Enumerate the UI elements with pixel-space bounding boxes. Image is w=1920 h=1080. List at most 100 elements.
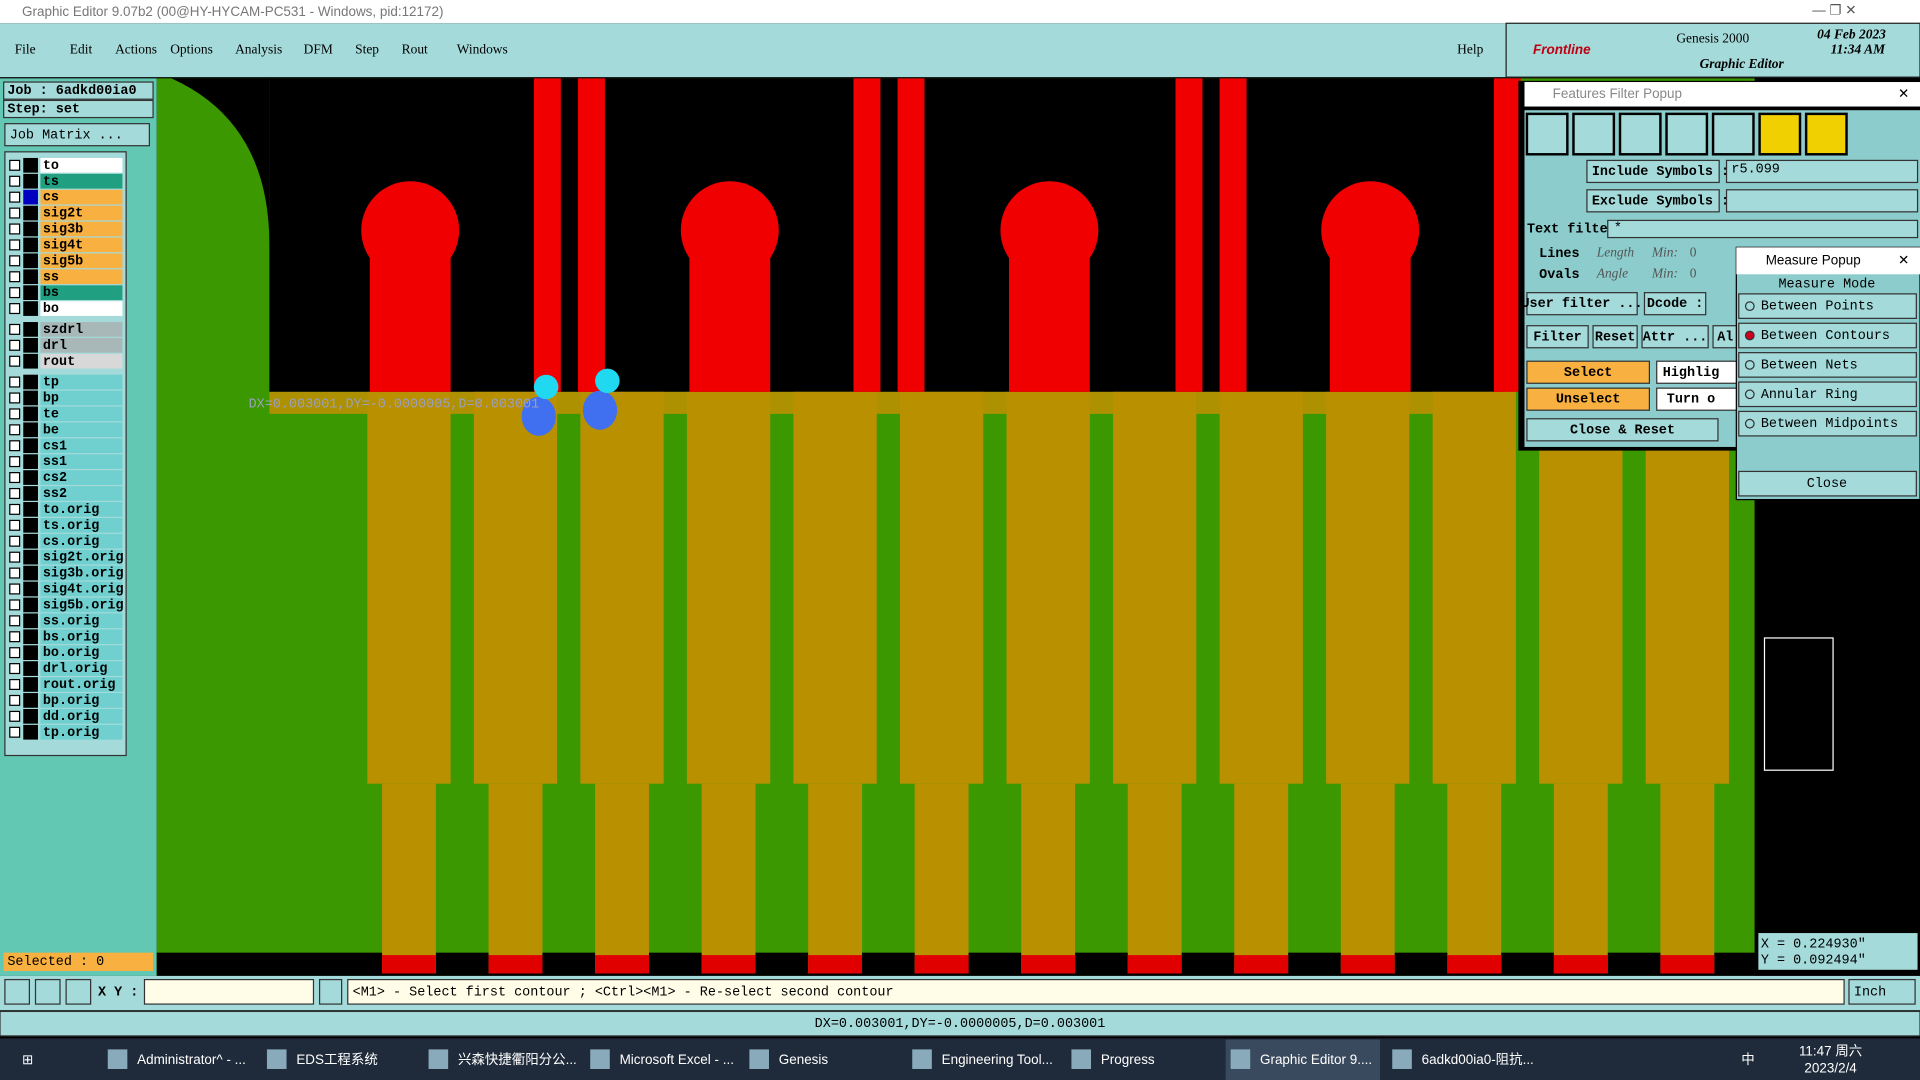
layer-row[interactable] (40, 661, 123, 676)
measure-option[interactable] (1738, 381, 1917, 408)
layer-checkbox[interactable] (9, 519, 21, 531)
layer-row[interactable] (40, 301, 123, 316)
layer-row[interactable] (40, 581, 123, 597)
layer-checkbox[interactable] (9, 678, 21, 690)
layer-checkbox[interactable] (9, 191, 21, 203)
layer-row[interactable] (40, 502, 123, 517)
layer-row[interactable] (40, 533, 123, 549)
app-icon[interactable] (428, 1049, 449, 1069)
tool-button[interactable] (4, 978, 30, 1005)
text-filter-input[interactable] (1607, 219, 1919, 239)
exclude-button[interactable] (1586, 189, 1720, 213)
layer-checkbox[interactable] (9, 271, 21, 283)
taskbar-app[interactable]: Administrator^ - ... (137, 1052, 246, 1067)
layer-row[interactable] (40, 693, 123, 708)
layer-row[interactable] (40, 629, 123, 645)
measure-radio[interactable] (1744, 389, 1755, 400)
layer-checkbox[interactable] (9, 631, 21, 643)
layer-checkbox[interactable] (9, 551, 21, 563)
layer-row[interactable] (40, 353, 123, 369)
layer-checkbox[interactable] (9, 323, 21, 335)
layer-row[interactable] (40, 269, 123, 285)
taskbar-app[interactable]: 兴森快捷衢阳分公... (458, 1051, 577, 1067)
layer-row[interactable] (40, 157, 123, 173)
start-button[interactable]: ⊞ (22, 1052, 33, 1067)
layer-row[interactable] (40, 205, 123, 221)
app-icon[interactable] (1230, 1049, 1251, 1069)
filter-button[interactable] (1526, 292, 1638, 316)
layer-row[interactable] (40, 517, 123, 533)
xy-input[interactable] (143, 978, 315, 1005)
taskbar-app[interactable]: 6adkd00ia0-阻抗... (1422, 1052, 1534, 1067)
app-icon[interactable] (266, 1049, 287, 1069)
layer-row[interactable] (40, 322, 123, 337)
layer-checkbox[interactable] (9, 392, 21, 404)
measure-option[interactable] (1738, 293, 1917, 319)
filter-button[interactable] (1526, 418, 1719, 442)
layer-checkbox[interactable] (9, 175, 21, 187)
layer-row[interactable] (40, 613, 123, 629)
layer-checkbox[interactable] (9, 583, 21, 595)
layer-checkbox[interactable] (9, 223, 21, 235)
layer-row[interactable] (40, 645, 123, 660)
layer-row[interactable] (40, 724, 123, 740)
layer-checkbox[interactable] (9, 287, 21, 299)
menu-item[interactable]: DFM (304, 41, 333, 56)
layer-row[interactable] (40, 374, 123, 390)
layer-checkbox[interactable] (9, 503, 21, 515)
layer-checkbox[interactable] (9, 207, 21, 219)
layer-row[interactable] (40, 438, 123, 454)
app-icon[interactable] (1071, 1049, 1092, 1069)
menu-item[interactable]: Edit (70, 41, 93, 56)
layer-row[interactable] (40, 470, 123, 485)
layer-row[interactable] (40, 677, 123, 692)
layer-row[interactable] (40, 565, 123, 581)
filter-button[interactable] (1526, 325, 1589, 349)
include-input[interactable] (1725, 159, 1919, 184)
job-matrix-button[interactable] (4, 123, 150, 147)
filter-button[interactable] (1641, 325, 1709, 349)
app-icon[interactable] (912, 1049, 932, 1069)
taskbar-app[interactable]: Genesis (779, 1052, 829, 1067)
menu-item[interactable]: Rout (402, 41, 428, 56)
filter-type-button[interactable] (1572, 112, 1616, 156)
filter-button[interactable] (1643, 292, 1707, 316)
ovals-check[interactable]: Ovals (1539, 268, 1579, 283)
filter-type-button[interactable] (1711, 112, 1755, 156)
layer-row[interactable] (40, 173, 123, 189)
taskbar-app[interactable]: EDS工程系统 (296, 1052, 377, 1067)
layer-checkbox[interactable] (9, 567, 21, 579)
measure-radio[interactable] (1744, 360, 1755, 370)
layer-row[interactable] (40, 486, 123, 501)
layer-checkbox[interactable] (9, 647, 21, 659)
layer-checkbox[interactable] (9, 159, 21, 171)
measure-close-x[interactable]: ✕ (1898, 252, 1909, 267)
layer-checkbox[interactable] (9, 456, 21, 468)
layer-row[interactable] (40, 189, 123, 205)
layer-row[interactable] (40, 708, 123, 724)
layer-checkbox[interactable] (9, 726, 21, 738)
filter-button[interactable] (1526, 360, 1650, 384)
layer-row[interactable] (40, 221, 123, 237)
filter-button[interactable] (1526, 387, 1650, 411)
measure-radio[interactable] (1744, 418, 1755, 429)
tool-button[interactable] (34, 978, 61, 1005)
exclude-input[interactable] (1725, 189, 1919, 213)
layer-checkbox[interactable] (9, 694, 21, 706)
measure-close-button[interactable] (1738, 470, 1917, 497)
filter-type-button[interactable] (1804, 112, 1848, 156)
layer-row[interactable] (40, 237, 123, 253)
menu-item[interactable]: Options (170, 41, 213, 56)
layer-row[interactable] (40, 549, 123, 565)
app-icon[interactable] (749, 1049, 769, 1069)
popup-close[interactable]: ✕ (1898, 86, 1909, 101)
filter-type-button[interactable] (1525, 112, 1569, 156)
layer-checkbox[interactable] (9, 599, 21, 611)
layer-checkbox[interactable] (9, 535, 21, 547)
units-button[interactable] (1848, 978, 1916, 1005)
filter-type-button[interactable] (1758, 112, 1802, 156)
menu-item[interactable]: Actions (115, 41, 157, 56)
menu-item[interactable]: Analysis (235, 41, 282, 56)
menu-item[interactable]: Step (355, 41, 379, 56)
pcb-canvas[interactable]: DX=0.003001,DY=-0.0000005,D=0.003001 (156, 78, 1755, 976)
